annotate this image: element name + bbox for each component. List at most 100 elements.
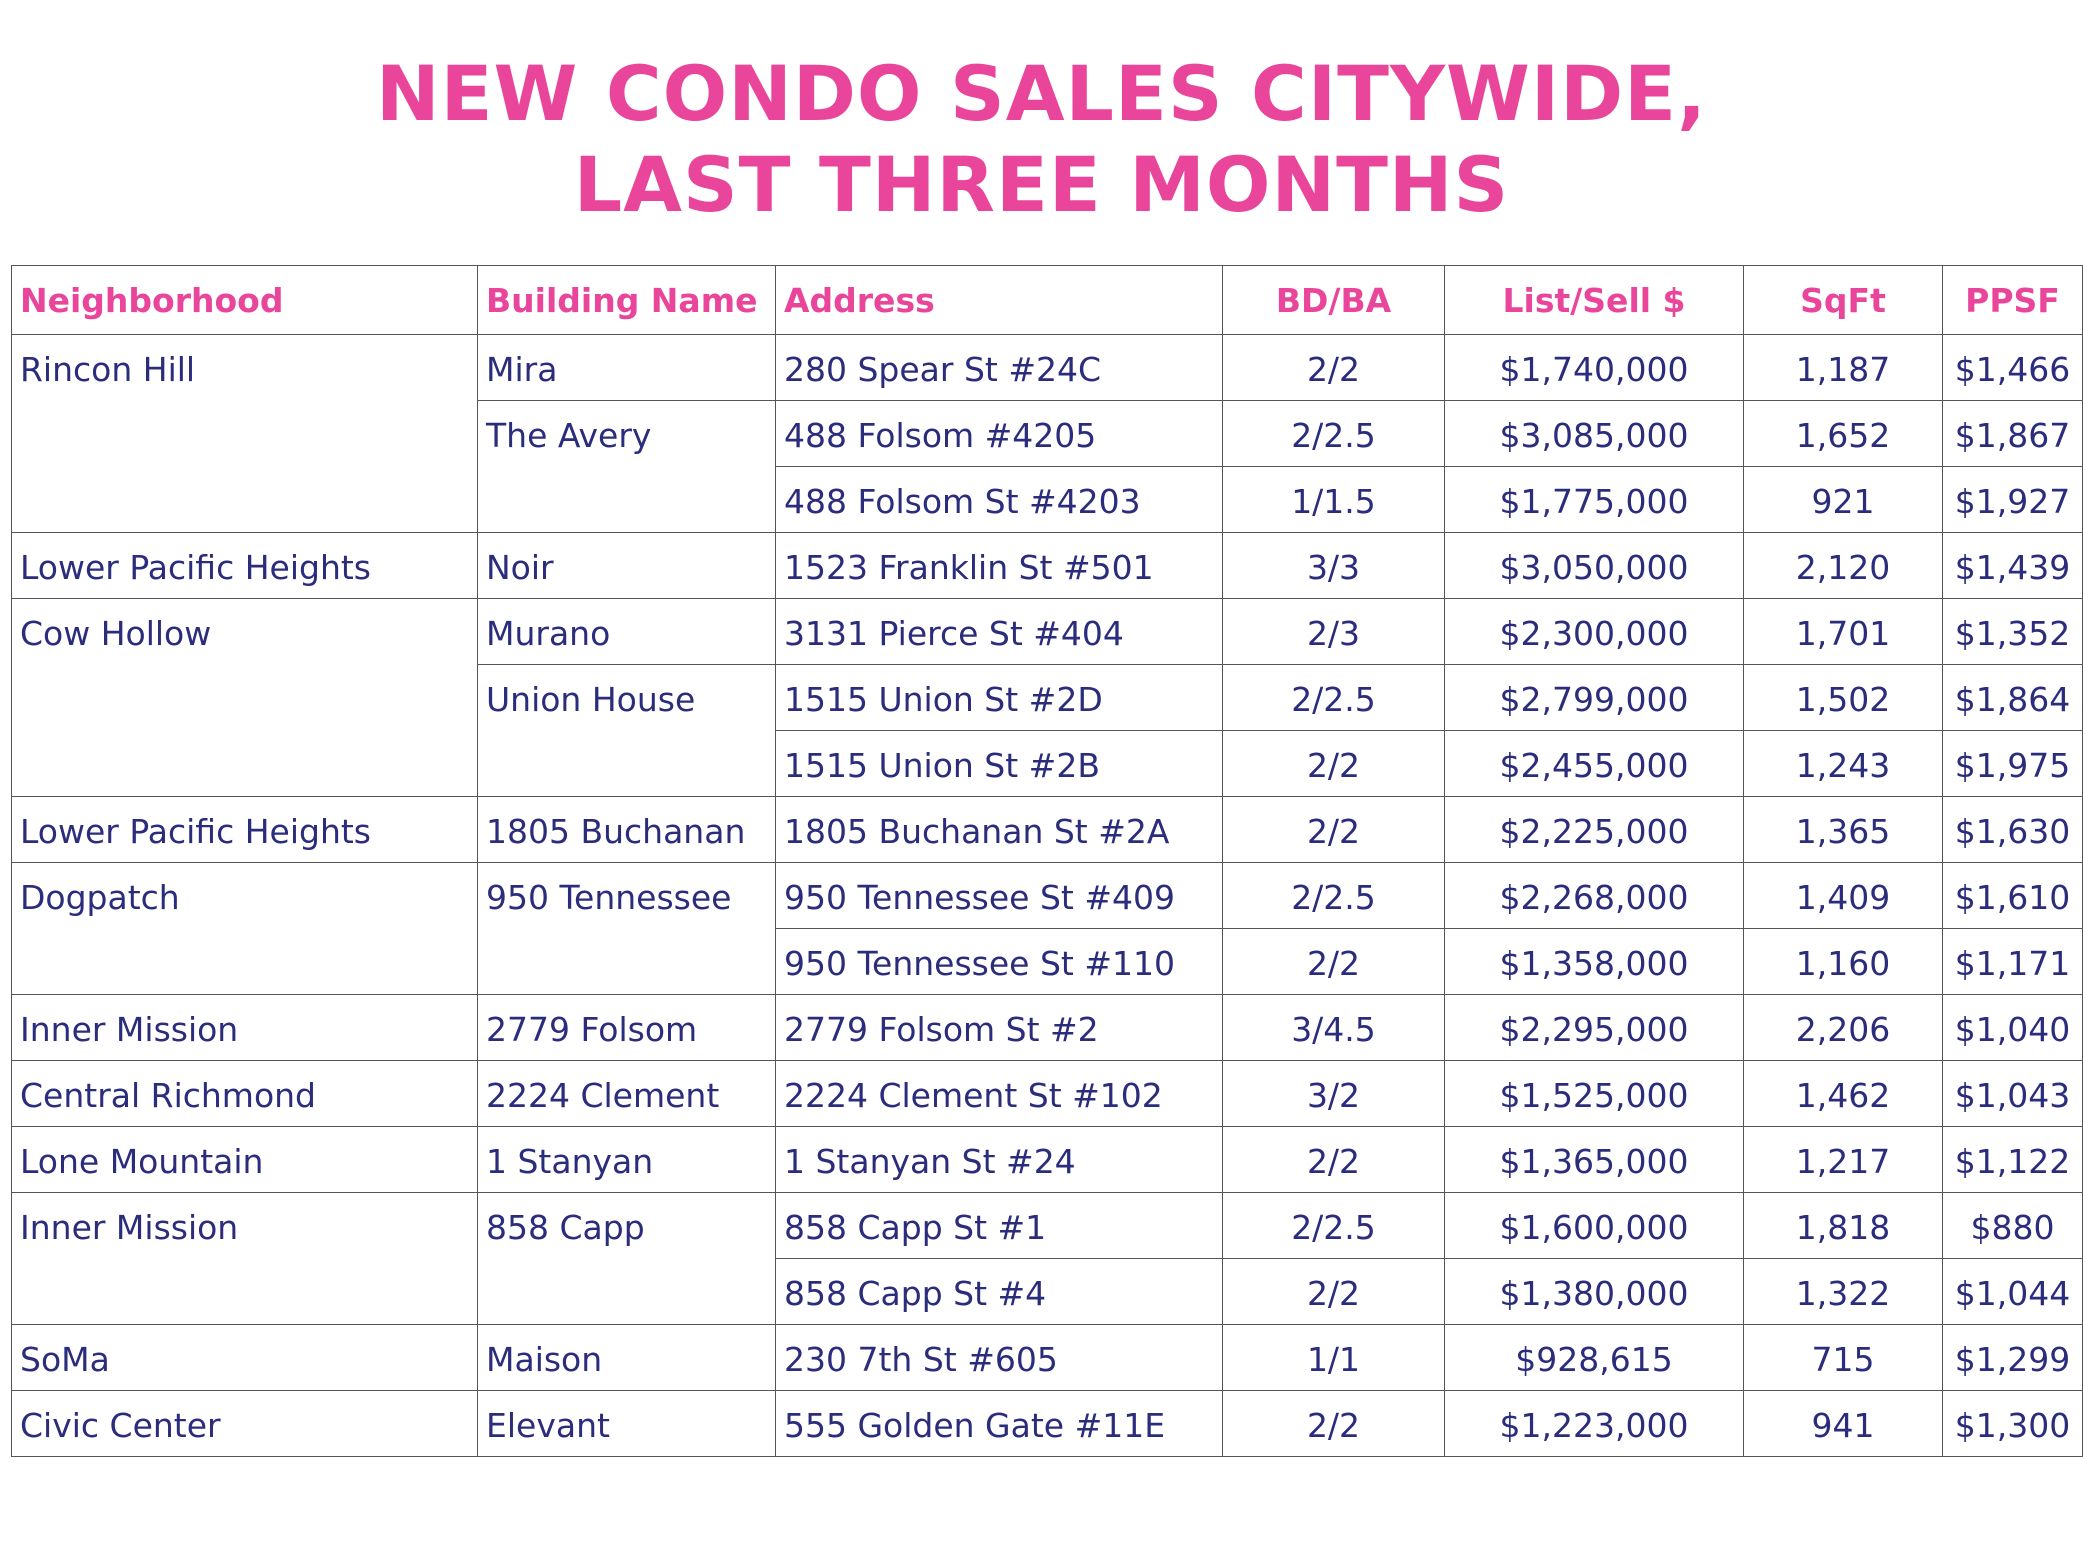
bd-ba-cell: 2/2 (1222, 1390, 1445, 1457)
table-row: Lower Pacific Heights 1805 Buchanan 1805 B… (11, 796, 2083, 863)
address-cell: 488 Folsom #4205 (775, 400, 1223, 467)
table-row: Lower Pacific Heights Noir 1523 Franklin S… (11, 532, 2083, 599)
ppsf-cell: $1,171 (1942, 928, 2083, 995)
list-sell-price-cell: $1,365,000 (1444, 1126, 1744, 1193)
bd-ba-cell: 2/2 (1222, 1126, 1445, 1193)
ppsf-cell: $1,975 (1942, 730, 2083, 797)
neighborhood-cell: Civic Center (11, 1390, 478, 1457)
table-row: Lone Mountain 1 Stanyan 1 Stanyan St #24 2/… (11, 1126, 2083, 1193)
list-sell-price-cell: $2,455,000 (1444, 730, 1744, 797)
sqft-cell: 1,365 (1743, 796, 1943, 863)
ppsf-cell: $1,867 (1942, 400, 2083, 467)
sqft-cell: 1,160 (1743, 928, 1943, 995)
table-row: Cow Hollow Murano 3131 Pierce St #404 2/3 $2… (11, 598, 2083, 797)
ppsf-cell: $1,300 (1942, 1390, 2083, 1457)
sqft-cell: 1,409 (1743, 862, 1943, 929)
ppsf-cell: $1,864 (1942, 664, 2083, 731)
address-cell: 1805 Buchanan St #2A (775, 796, 1223, 863)
sqft-cell: 1,217 (1743, 1126, 1943, 1193)
building-name-cell: Union House (477, 664, 776, 797)
bd-ba-cell: 1/1 (1222, 1324, 1445, 1391)
sqft-cell: 715 (1743, 1324, 1943, 1391)
ppsf-cell: $1,122 (1942, 1126, 2083, 1193)
list-sell-price-cell: $2,300,000 (1444, 598, 1744, 665)
address-cell: 858 Capp St #1 (775, 1192, 1223, 1259)
list-sell-price-cell: $3,050,000 (1444, 532, 1744, 599)
bd-ba-cell: 3/4.5 (1222, 994, 1445, 1061)
sqft-cell: 1,462 (1743, 1060, 1943, 1127)
ppsf-cell: $1,927 (1942, 466, 2083, 533)
address-cell: 2779 Folsom St #2 (775, 994, 1223, 1061)
sqft-cell: 2,206 (1743, 994, 1943, 1061)
neighborhood-cell: Central Richmond (11, 1060, 478, 1127)
table-row: 488 Folsom St #4203 1/1.5 $1,775,000 921 $1,… (12, 466, 2083, 533)
neighborhood-cell: Lower Pacific Heights (11, 796, 478, 863)
building-name-cell: 1805 Buchanan (477, 796, 776, 863)
list-sell-price-cell: $1,380,000 (1444, 1258, 1744, 1325)
bd-ba-cell: 2/2.5 (1222, 1192, 1445, 1259)
table-row: Central Richmond 2224 Clement 2224 Clement… (11, 1060, 2083, 1127)
bd-ba-cell: 2/2.5 (1222, 400, 1445, 467)
table-row: 1515 Union St #2B 2/2 $2,455,000 1,243 $1,97… (12, 730, 2083, 797)
bd-ba-cell: 2/2 (1222, 1258, 1445, 1325)
column-header-address: Address (775, 265, 1223, 335)
table-row: Inner Mission 858 Capp 858 Capp St #1 2/2.5… (11, 1192, 2083, 1325)
building-name-cell: 950 Tennessee (477, 862, 776, 995)
address-cell: 1515 Union St #2D (775, 664, 1223, 731)
sqft-cell: 1,243 (1743, 730, 1943, 797)
column-header-bd-ba: BD/BA (1222, 265, 1445, 335)
list-sell-price-cell: $2,799,000 (1444, 664, 1744, 731)
building-name-cell: 858 Capp (477, 1192, 776, 1325)
ppsf-cell: $1,630 (1942, 796, 2083, 863)
building-name-cell: Elevant (477, 1390, 776, 1457)
address-cell: 230 7th St #605 (775, 1324, 1223, 1391)
address-cell: 950 Tennessee St #409 (775, 862, 1223, 929)
neighborhood-cell: Inner Mission (11, 1192, 478, 1325)
table-row: Inner Mission 2779 Folsom 2779 Folsom St #… (11, 994, 2083, 1061)
bd-ba-cell: 3/3 (1222, 532, 1445, 599)
table-row: Rincon Hill Mira 280 Spear St #24C 2/2 $1,74… (11, 334, 2083, 533)
neighborhood-cell: Lone Mountain (11, 1126, 478, 1193)
sqft-cell: 921 (1743, 466, 1943, 533)
building-name-cell: 2779 Folsom (477, 994, 776, 1061)
list-sell-price-cell: $1,600,000 (1444, 1192, 1744, 1259)
list-sell-price-cell: $2,225,000 (1444, 796, 1744, 863)
sqft-cell: 1,502 (1743, 664, 1943, 731)
ppsf-cell: $1,299 (1942, 1324, 2083, 1391)
list-sell-price-cell: $1,525,000 (1444, 1060, 1744, 1127)
address-cell: 1515 Union St #2B (775, 730, 1223, 797)
address-cell: 3131 Pierce St #404 (775, 598, 1223, 665)
bd-ba-cell: 2/2.5 (1222, 862, 1445, 929)
sqft-cell: 1,818 (1743, 1192, 1943, 1259)
header-row: Neighborhood Building Name Address BD/BA… (11, 265, 2083, 335)
list-sell-price-cell: $2,268,000 (1444, 862, 1744, 929)
list-sell-price-cell: $2,295,000 (1444, 994, 1744, 1061)
list-sell-price-cell: $1,740,000 (1444, 334, 1744, 401)
chart-title-line-1: NEW CONDO SALES CITYWIDE, (376, 49, 1707, 138)
ppsf-cell: $880 (1942, 1192, 2083, 1259)
list-sell-price-cell: $1,358,000 (1444, 928, 1744, 995)
building-name-cell: Noir (477, 532, 776, 599)
building-name-cell: Maison (477, 1324, 776, 1391)
address-cell: 280 Spear St #24C (775, 334, 1223, 401)
bd-ba-cell: 2/2.5 (1222, 664, 1445, 731)
sqft-cell: 1,701 (1743, 598, 1943, 665)
ppsf-cell: $1,043 (1942, 1060, 2083, 1127)
building-name-cell: Mira (477, 334, 776, 401)
ppsf-cell: $1,040 (1942, 994, 2083, 1061)
building-name-cell: The Avery (477, 400, 776, 533)
list-sell-price-cell: $3,085,000 (1444, 400, 1744, 467)
bd-ba-cell: 2/2 (1222, 334, 1445, 401)
neighborhood-cell: Rincon Hill (11, 334, 478, 533)
column-header-building-name: Building Name (477, 265, 776, 335)
table-row: Dogpatch 950 Tennessee 950 Tennessee St #4… (11, 862, 2083, 995)
chart-title: NEW CONDO SALES CITYWIDE, LAST THREE MON… (0, 48, 2083, 230)
address-cell: 2224 Clement St #102 (775, 1060, 1223, 1127)
address-cell: 858 Capp St #4 (775, 1258, 1223, 1325)
table-body: Rincon Hill Mira 280 Spear St #24C 2/2 $1,74… (11, 334, 2083, 1457)
neighborhood-cell: Dogpatch (11, 862, 478, 995)
bd-ba-cell: 3/2 (1222, 1060, 1445, 1127)
address-cell: 1523 Franklin St #501 (775, 532, 1223, 599)
address-cell: 950 Tennessee St #110 (775, 928, 1223, 995)
neighborhood-cell: Lower Pacific Heights (11, 532, 478, 599)
